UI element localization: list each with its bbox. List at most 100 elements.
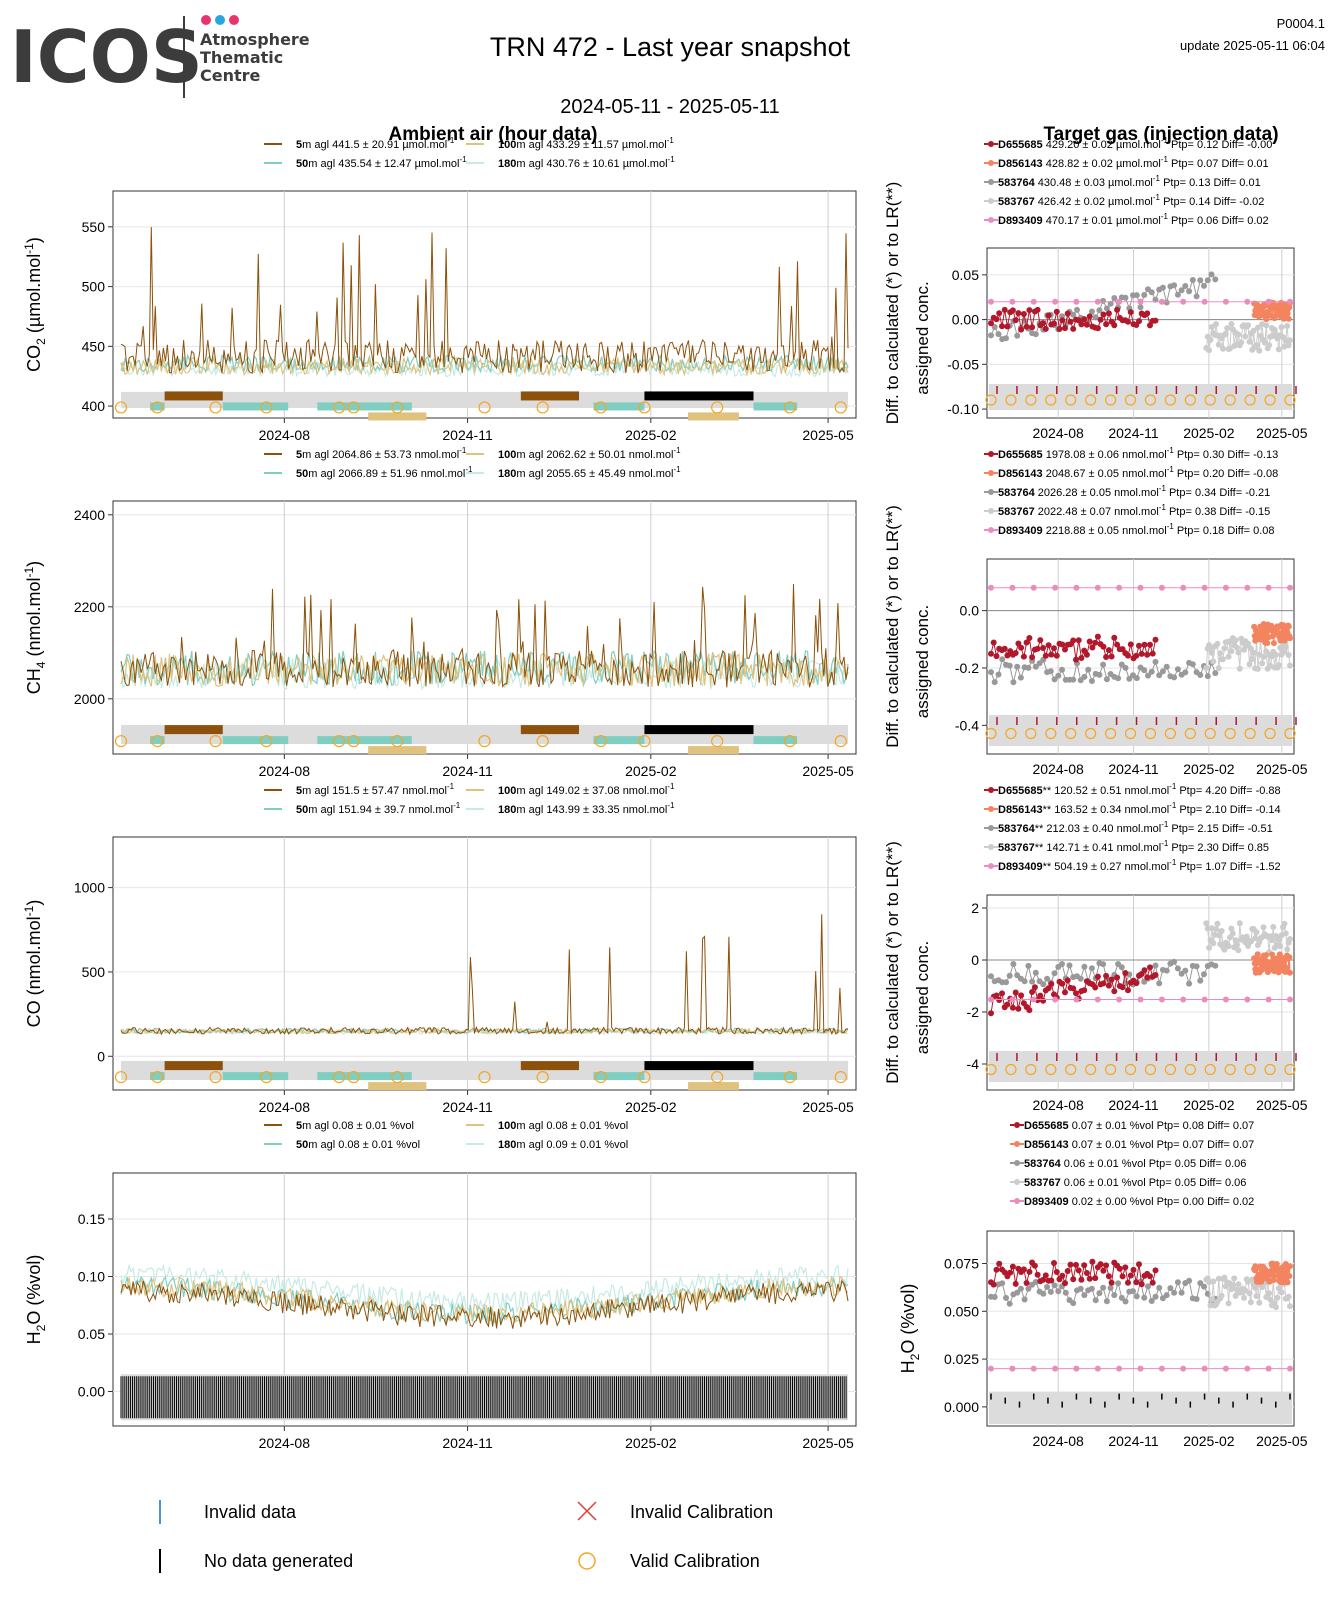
flag-5m-invalid bbox=[164, 725, 223, 735]
flag-50m-invalid bbox=[150, 736, 165, 745]
calibration-marker bbox=[711, 401, 724, 414]
target-point-D655685 bbox=[1067, 1261, 1074, 1268]
target-point-D655685 bbox=[1108, 653, 1115, 660]
target-point-583764 bbox=[1115, 675, 1122, 682]
doc-code: P0004.1 bbox=[1277, 16, 1325, 31]
target-point-D655685 bbox=[1048, 981, 1055, 987]
target-point-D655685 bbox=[1070, 985, 1077, 992]
target-point-583764 bbox=[1145, 672, 1151, 679]
target-point-D655685 bbox=[1083, 1270, 1090, 1276]
calibration-marker bbox=[536, 1071, 549, 1084]
target-calibration-marker bbox=[1204, 1063, 1216, 1076]
x-tick-label: 2024-08 bbox=[259, 1435, 311, 1451]
target-point-D655685 bbox=[1111, 988, 1118, 995]
target-point-583764 bbox=[1171, 958, 1178, 965]
target-calibration-marker bbox=[1085, 1063, 1097, 1076]
target-point-583767 bbox=[1236, 920, 1243, 927]
target-point-583764 bbox=[1171, 674, 1178, 681]
target-point-583767 bbox=[1266, 1290, 1273, 1297]
flag-100m-invalid bbox=[688, 412, 739, 421]
target-calibration-marker bbox=[985, 727, 997, 740]
legend-entry-100m: 100m agl 2062.62 ± 50.01 nmol.mol-1 bbox=[498, 446, 681, 461]
target-point-D856143 bbox=[1254, 951, 1261, 958]
target-point-D893409 bbox=[1030, 996, 1037, 1003]
target-point-D655685 bbox=[1078, 655, 1085, 661]
target-point-D655685 bbox=[1105, 1273, 1112, 1280]
target-legend-D893409: D893409 0.02 ± 0.00 %vol Ptp= 0.00 Diff=… bbox=[1024, 1196, 1254, 1208]
target-point-583764 bbox=[1081, 1292, 1088, 1299]
target-point-583764 bbox=[1115, 1280, 1122, 1287]
target-point-D856143 bbox=[1270, 640, 1277, 647]
target-point-583764 bbox=[1193, 293, 1200, 300]
target-calibration-marker bbox=[1124, 394, 1137, 406]
legend-no-data: No data generated bbox=[204, 1551, 353, 1571]
target-point-583764 bbox=[1208, 271, 1215, 278]
target-legend-583764: 583764 2026.28 ± 0.05 nmol.mol-1 Ptp= 0.… bbox=[998, 484, 1270, 499]
target-legend-dot bbox=[988, 844, 994, 850]
target-point-D893409 bbox=[1009, 1365, 1016, 1372]
calibration-marker bbox=[834, 735, 847, 748]
target-point-583764 bbox=[1163, 299, 1170, 306]
target-point-D893409 bbox=[1287, 584, 1293, 591]
target-point-583767 bbox=[1221, 946, 1228, 953]
y-tick-label: 2200 bbox=[74, 599, 105, 615]
target-point-D893409 bbox=[1222, 298, 1229, 305]
target-legend-dot bbox=[988, 508, 994, 514]
target-point-583767 bbox=[1214, 920, 1221, 927]
x-tick-label: 2024-11 bbox=[442, 1435, 493, 1451]
target-point-583764 bbox=[1006, 972, 1013, 979]
target-point-583767 bbox=[1236, 665, 1243, 672]
target-y-tick-label: 0.00 bbox=[952, 312, 979, 328]
target-point-583764 bbox=[1096, 307, 1103, 314]
diff-axis-label-line1: Diff. to calculated (*) or to LR(**) bbox=[883, 182, 902, 425]
calibration-marker bbox=[209, 1071, 222, 1084]
target-point-D655685 bbox=[1029, 989, 1036, 995]
target-calibration-marker bbox=[1224, 394, 1236, 406]
series-100m-line bbox=[120, 356, 849, 377]
target-point-583767 bbox=[1252, 935, 1259, 942]
calibration-marker bbox=[260, 401, 273, 414]
target-point-583764 bbox=[1193, 1296, 1200, 1302]
target-point-583767 bbox=[1213, 926, 1219, 933]
target-point-D655685 bbox=[996, 310, 1003, 317]
diff-axis-label-line1: Diff. to calculated (*) or to LR(**) bbox=[883, 841, 902, 1084]
target-point-D655685 bbox=[1125, 987, 1131, 994]
calibration-marker bbox=[347, 1071, 360, 1084]
target-point-D893409 bbox=[1009, 298, 1016, 305]
target-point-583767 bbox=[1249, 656, 1256, 663]
y-tick-label: 450 bbox=[82, 338, 106, 354]
target-point-583764 bbox=[1197, 277, 1204, 284]
target-legend-D655685: D655685 429.20 ± 0.02 µmol.mol-1 Ptp= 0.… bbox=[998, 136, 1272, 151]
diff-label-group: Diff. to calculated (*) or to LR(**) assi… bbox=[883, 182, 932, 425]
target-point-583767 bbox=[1277, 644, 1284, 651]
flag-50m-invalid bbox=[150, 402, 165, 411]
flag-50m-invalid bbox=[317, 1072, 412, 1081]
target-y-tick-label: 0.05 bbox=[952, 267, 979, 283]
target-point-D655685 bbox=[1103, 321, 1110, 328]
target-point-D655685 bbox=[1092, 984, 1099, 991]
target-status-band bbox=[989, 384, 1292, 410]
calibration-marker bbox=[783, 401, 796, 414]
calibration-marker bbox=[391, 1071, 404, 1084]
target-legend-D856143: D856143 2048.67 ± 0.05 nmol.mol-1 Ptp= 0… bbox=[998, 465, 1278, 480]
target-point-D893409 bbox=[1244, 996, 1251, 1003]
calibration-marker bbox=[114, 1071, 128, 1084]
logo-dot-blue bbox=[215, 15, 225, 25]
valid-calibration-symbol bbox=[578, 1552, 596, 1570]
target-point-583767 bbox=[1275, 346, 1282, 353]
target-legend-583767: 583767 0.06 ± 0.01 %vol Ptp= 0.05 Diff= … bbox=[1024, 1177, 1246, 1189]
target-point-583767 bbox=[1259, 660, 1266, 667]
target-point-583767 bbox=[1273, 1304, 1279, 1311]
target-point-583767 bbox=[1210, 940, 1217, 947]
target-point-D893409 bbox=[1052, 584, 1059, 591]
target-point-D655685 bbox=[1094, 973, 1101, 980]
target-point-583764 bbox=[1182, 283, 1189, 289]
calibration-marker bbox=[834, 401, 847, 414]
target-point-D856143 bbox=[1271, 315, 1278, 322]
target-calibration-marker bbox=[1144, 1063, 1157, 1076]
target-legend-dot bbox=[988, 179, 994, 185]
logo-dot-pink-2 bbox=[229, 15, 239, 25]
target-section-title: Target gas (injection data) bbox=[1043, 124, 1278, 145]
page-title: TRN 472 - Last year snapshot bbox=[490, 32, 851, 62]
calibration-marker bbox=[478, 735, 491, 748]
